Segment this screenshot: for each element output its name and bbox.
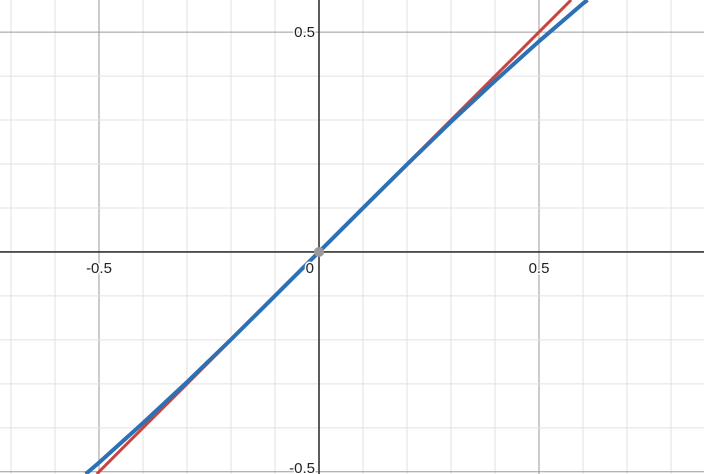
y-tick-label: -0.5 [289,460,315,474]
origin-point [314,246,324,257]
y-tick-label: 0.5 [294,24,315,41]
x-tick-label: -0.5 [86,260,112,277]
x-tick-label: 0 [306,260,314,277]
curves [84,0,589,474]
tick-labels: -0.5 0 0.5 0.5 -0.5 [85,23,551,474]
x-tick-label: 0.5 [529,260,550,277]
curve-blue [84,0,589,474]
